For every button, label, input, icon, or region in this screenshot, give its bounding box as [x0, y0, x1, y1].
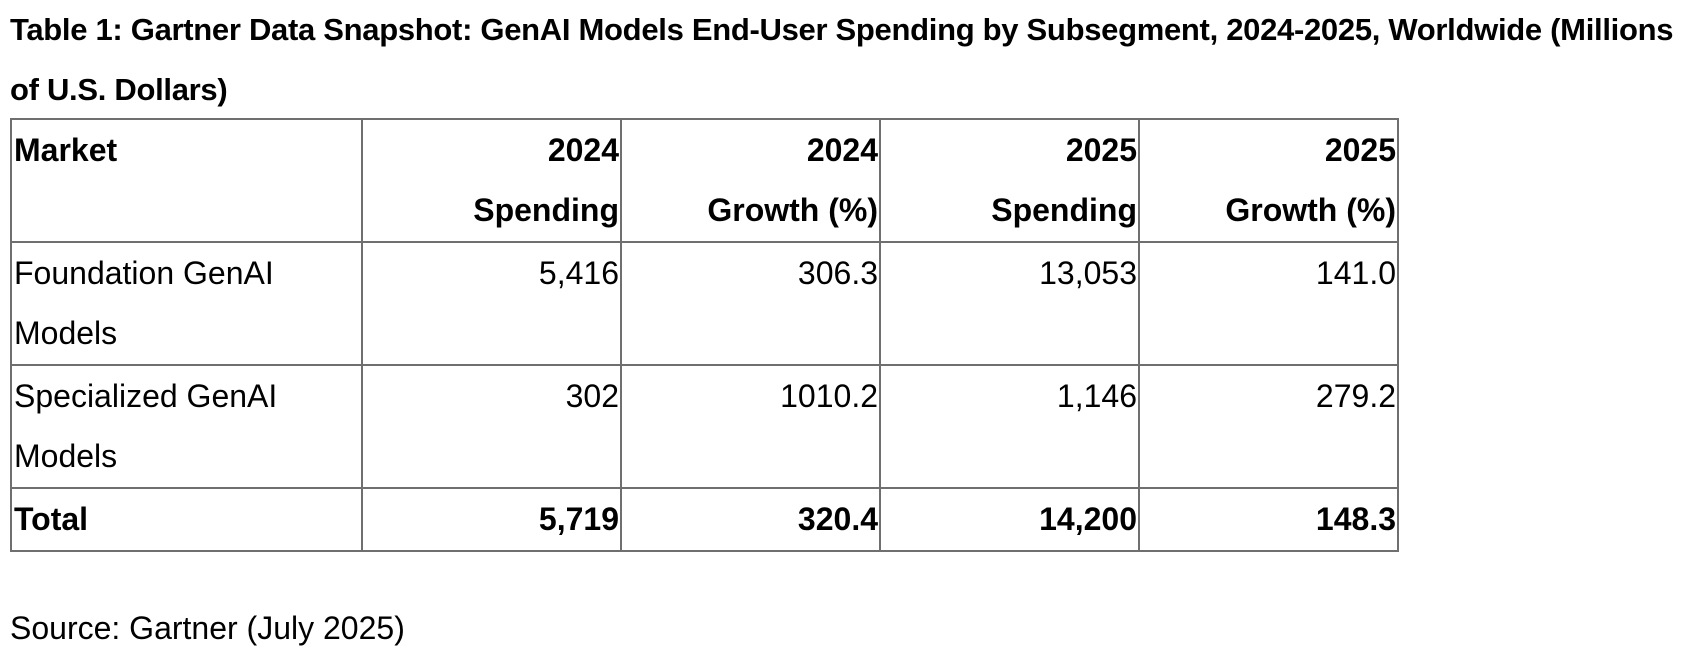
cell-2025-growth: 279.2 [1138, 364, 1399, 489]
cell-2025-spending: 1,146 [879, 364, 1140, 489]
cell-market: Specialized GenAI Models [10, 364, 363, 489]
header-line1: 2025 [1065, 132, 1137, 168]
cell-2025-spending: 13,053 [879, 241, 1140, 366]
header-line1: 2024 [547, 132, 619, 168]
header-market: Market [10, 118, 363, 243]
header-line2: Spending [473, 192, 619, 228]
header-2024-spending: 2024 Spending [361, 118, 622, 243]
market-line1: Foundation GenAI [14, 255, 274, 291]
market-line2: Models [14, 438, 118, 474]
table-row: Specialized GenAI Models 302 1010.2 1,14… [10, 364, 1399, 489]
cell-total-2025-growth: 148.3 [1138, 487, 1399, 552]
header-line2: Growth (%) [1225, 192, 1396, 228]
spending-table: Market 2024 Spending 2024 Growth (%) 202… [10, 118, 1399, 552]
cell-total-2024-spending: 5,719 [361, 487, 622, 552]
cell-total-2025-spending: 14,200 [879, 487, 1140, 552]
source-note: Source: Gartner (July 2025) [10, 610, 405, 646]
cell-total-2024-growth: 320.4 [620, 487, 881, 552]
header-line1: 2024 [806, 132, 878, 168]
cell-2024-growth: 1010.2 [620, 364, 881, 489]
header-2025-spending: 2025 Spending [879, 118, 1140, 243]
cell-total-label: Total [10, 487, 363, 552]
header-2025-growth: 2025 Growth (%) [1138, 118, 1399, 243]
cell-2024-growth: 306.3 [620, 241, 881, 366]
market-line1: Specialized GenAI [14, 378, 278, 414]
table-title: Table 1: Gartner Data Snapshot: GenAI Mo… [10, 12, 1674, 107]
cell-market: Foundation GenAI Models [10, 241, 363, 366]
market-line2: Models [14, 315, 118, 351]
table-row: Foundation GenAI Models 5,416 306.3 13,0… [10, 241, 1399, 366]
header-market-line1: Market [14, 132, 118, 168]
cell-2024-spending: 5,416 [361, 241, 622, 366]
header-line2: Spending [991, 192, 1137, 228]
table-header-row: Market 2024 Spending 2024 Growth (%) 202… [10, 118, 1399, 243]
header-line2: Growth (%) [707, 192, 878, 228]
header-line1: 2025 [1324, 132, 1396, 168]
header-2024-growth: 2024 Growth (%) [620, 118, 881, 243]
cell-2024-spending: 302 [361, 364, 622, 489]
cell-2025-growth: 141.0 [1138, 241, 1399, 366]
table-total-row: Total 5,719 320.4 14,200 148.3 [10, 487, 1399, 552]
